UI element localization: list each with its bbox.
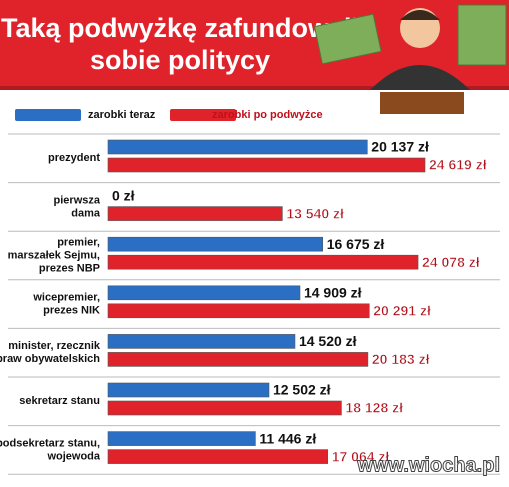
banner-edge [0, 86, 509, 90]
value-label: 17 064 zł [332, 448, 390, 464]
legend-swatch [15, 109, 81, 121]
category-label: prezydent [48, 152, 100, 164]
category-label: marszałek Sejmu, [8, 249, 100, 261]
legend-label: zarobki teraz [88, 109, 156, 121]
bar [107, 449, 329, 464]
watermark: www.wiocha.pl [356, 454, 500, 476]
bar [107, 303, 370, 319]
value-label: 16 675 zł [327, 236, 385, 252]
category-label: premier, [57, 236, 100, 248]
value-label: 14 520 zł [299, 333, 357, 349]
bar [107, 431, 256, 446]
chart-title: sobie politycy [90, 45, 270, 75]
bar [107, 382, 270, 398]
bar [107, 236, 324, 252]
category-label: podsekretarz stanu, [0, 437, 100, 449]
chart-title: Taką podwyżkę zafundowali [1, 13, 359, 43]
value-label: 20 183 zł [372, 351, 430, 367]
value-label: 20 291 zł [373, 303, 431, 319]
value-label: 24 619 zł [429, 157, 487, 173]
category-label: minister, rzecznik [8, 340, 101, 352]
bar [107, 400, 342, 416]
value-label: 12 502 zł [273, 382, 331, 398]
category-label: dama [71, 207, 101, 219]
bar [107, 285, 301, 301]
bar [107, 157, 426, 173]
category-label: praw obywatelskich [0, 353, 100, 365]
value-label: 18 128 zł [345, 400, 403, 416]
category-label: prezes NBP [39, 262, 100, 274]
value-label: 24 078 zł [422, 254, 480, 270]
category-label: prezes NIK [43, 305, 100, 317]
value-label: 14 909 zł [304, 285, 362, 301]
bar [107, 334, 296, 349]
legend-swatch [170, 109, 236, 121]
illustration [313, 4, 507, 114]
legend-label: zarobki po podwyżce [212, 109, 323, 121]
value-label: 11 446 zł [259, 430, 316, 446]
bar [107, 254, 419, 270]
bar [107, 352, 369, 367]
value-label: 13 540 zł [286, 205, 344, 221]
category-label: wicepremier, [32, 292, 100, 304]
bar [107, 206, 283, 221]
category-label: pierwsza [54, 194, 101, 206]
bar [107, 139, 368, 155]
category-label: sekretarz stanu [19, 395, 100, 407]
value-label: 20 137 zł [371, 139, 429, 155]
category-label: wojewoda [46, 450, 100, 462]
value-label: 0 zł [112, 187, 135, 203]
